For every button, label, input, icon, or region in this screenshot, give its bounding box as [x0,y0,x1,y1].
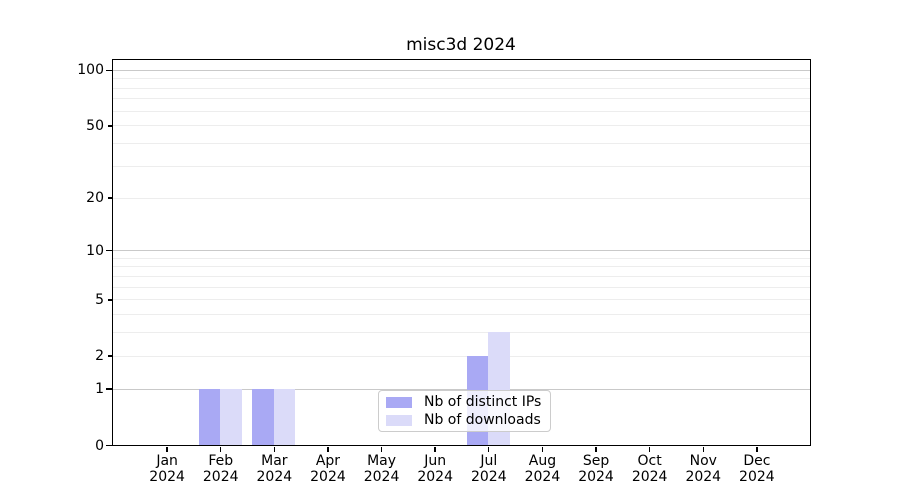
gridline-minor [113,286,810,288]
legend-item: Nb of downloads [386,411,544,429]
gridline-minor [113,143,810,145]
x-tick-year: 2024 [739,469,775,485]
x-axis-tick [488,447,490,452]
y-axis-tick-label: 0 [95,437,104,454]
gridline-minor [113,299,810,301]
y-axis-tick-label: 5 [95,291,104,308]
x-axis-tick-label: Aug 2024 [512,453,572,485]
y-axis-tick [106,444,112,447]
y-axis-tick-label: 1 [95,381,104,398]
x-tick-year: 2024 [524,469,561,485]
legend-swatch-icon [386,396,412,408]
x-tick-month: Oct [637,453,662,469]
bar-nb-of-distinct-ips [198,388,221,445]
gridline-major [113,388,810,390]
x-axis-tick-label: Feb 2024 [191,453,251,485]
x-axis-tick [273,447,276,452]
x-tick-month: Aug [528,453,557,469]
gridline-major [113,69,810,71]
gridline-minor [113,332,810,334]
legend-label: Nb of distinct IPs [424,394,542,410]
gridline-major [113,250,810,252]
x-axis-tick-label: Oct 2024 [620,453,680,485]
x-axis-tick-label: Sep 2024 [566,453,626,485]
gridline-minor [113,197,810,199]
y-axis-tick-label: 2 [95,348,104,365]
gridline-minor [113,266,810,268]
y-axis-tick [108,355,112,357]
x-axis-tick-label: Jul 2024 [459,453,519,485]
x-tick-year: 2024 [470,469,507,485]
x-tick-month: Sep [582,453,610,469]
x-axis-tick-label: Nov 2024 [673,453,733,485]
x-axis-tick [380,447,383,452]
x-axis-tick [702,447,704,452]
gridline-minor [113,78,810,80]
x-axis-tick-label: Jan 2024 [137,453,197,485]
x-tick-year: 2024 [631,469,668,485]
legend-label: Nb of downloads [424,412,541,428]
x-tick-month: May [367,453,397,469]
x-tick-month: Apr [315,453,341,469]
legend: Nb of distinct IPs Nb of downloads [378,390,551,432]
gridline-minor [113,275,810,277]
gridline-minor [113,314,810,316]
x-axis-tick [166,447,168,452]
x-tick-month: Feb [208,453,234,469]
x-axis-tick [595,447,597,452]
y-axis-tick [106,69,112,72]
y-axis-tick [108,299,112,301]
legend-swatch-icon [386,414,412,426]
gridline-minor [113,257,810,259]
x-tick-year: 2024 [685,469,722,485]
x-tick-year: 2024 [310,469,346,485]
x-tick-year: 2024 [417,469,453,485]
x-axis-tick-label: May 2024 [352,453,412,485]
legend-item: Nb of distinct IPs [386,393,544,411]
x-tick-year: 2024 [149,469,185,485]
y-axis-tick-label: 20 [86,190,104,206]
x-tick-month: Jul [480,453,498,469]
x-tick-year: 2024 [202,469,239,485]
gridline-minor [113,355,810,357]
x-axis-tick [220,447,222,452]
x-axis-tick [541,447,544,452]
gridline-minor [113,165,810,167]
x-tick-year: 2024 [363,469,400,485]
x-axis-tick-label: Apr 2024 [298,453,358,485]
y-axis-tick-label: 100 [77,62,104,79]
x-tick-year: 2024 [256,469,293,485]
y-axis-tick [106,249,112,252]
bar-nb-of-downloads [220,388,242,445]
bar-nb-of-distinct-ips [252,388,274,445]
x-tick-month: Mar [261,453,288,469]
x-axis-tick-label: Dec 2024 [727,453,787,485]
x-tick-month: Jun [424,453,447,469]
y-axis-tick [106,388,112,390]
x-tick-month: Dec [743,453,771,469]
gridline-minor [113,98,810,100]
bar-nb-of-downloads [273,388,296,445]
x-axis-tick [756,447,758,452]
y-axis-tick [108,125,112,127]
gridline-minor [113,110,810,112]
x-axis-tick [648,447,651,452]
y-axis-tick [108,197,112,199]
x-axis-tick [327,447,329,452]
x-tick-year: 2024 [578,469,614,485]
plot-area [112,59,811,446]
x-tick-month: Nov [689,453,717,469]
y-axis-tick-label: 10 [86,242,104,259]
gridline-minor [113,87,810,89]
x-axis-tick [434,447,436,452]
x-axis-tick-label: Mar 2024 [244,453,304,485]
y-axis-tick-label: 50 [86,117,104,134]
gridline-minor [113,125,810,127]
chart-title: misc3d 2024 [406,35,516,55]
x-axis-tick-label: Jun 2024 [405,453,465,485]
x-tick-month: Jan [156,453,178,469]
